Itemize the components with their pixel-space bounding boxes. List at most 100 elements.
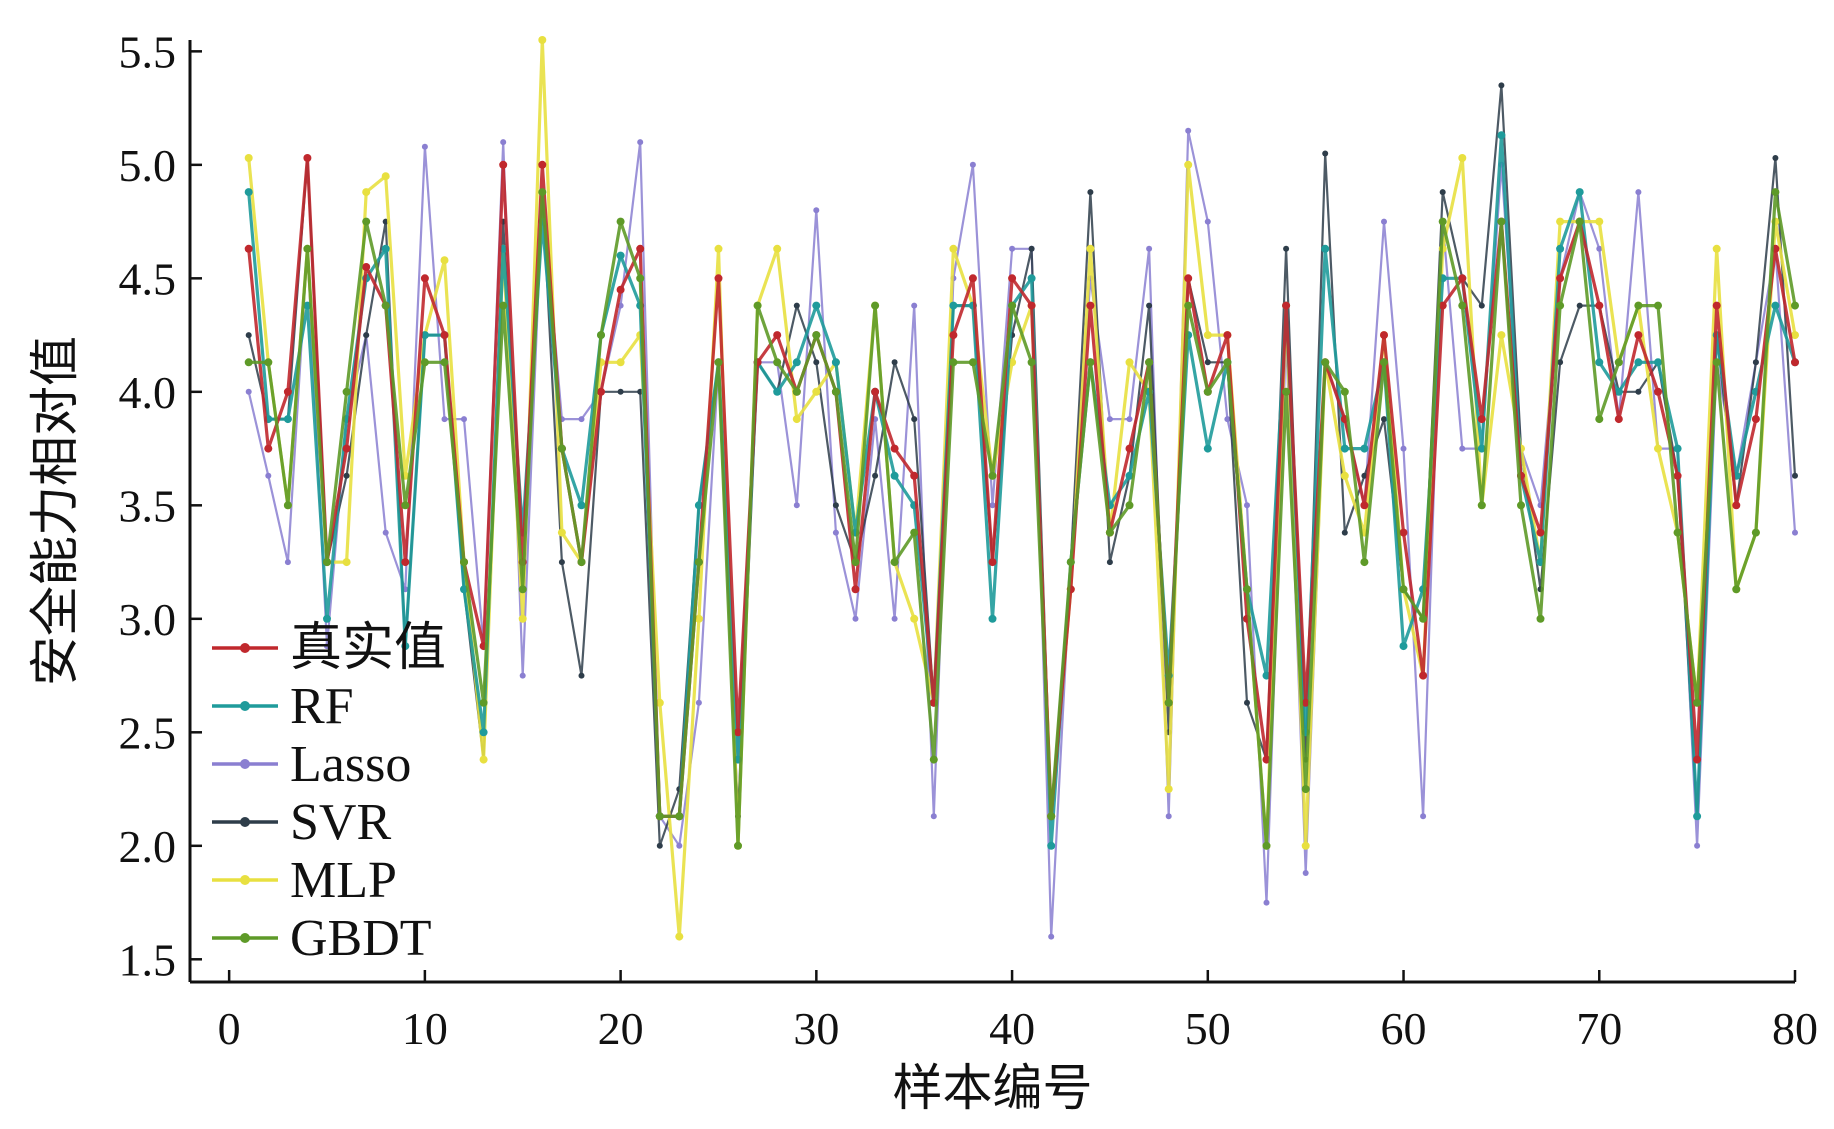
data-point — [1458, 301, 1467, 310]
data-point — [440, 256, 449, 265]
data-point — [538, 188, 547, 197]
data-point — [1576, 302, 1583, 309]
data-point — [852, 615, 859, 622]
data-point — [871, 301, 880, 310]
data-point — [460, 558, 468, 567]
data-point — [363, 332, 370, 339]
data-point — [362, 188, 371, 197]
data-point — [1438, 301, 1447, 310]
data-point — [832, 529, 839, 536]
legend-label: SVR — [290, 794, 391, 851]
legend-label: Lasso — [290, 736, 411, 793]
series-3 — [245, 127, 1798, 940]
y-tick-label: 1.5 — [119, 934, 177, 985]
data-point — [420, 358, 429, 367]
data-point — [1047, 812, 1056, 821]
data-point — [675, 932, 684, 941]
legend-item: GBDT — [212, 910, 432, 967]
data-point — [245, 388, 252, 395]
data-point — [1341, 529, 1348, 536]
legend-marker — [240, 759, 250, 769]
data-point — [1027, 301, 1036, 310]
data-point — [1791, 358, 1799, 367]
data-point — [244, 154, 253, 162]
data-point — [1224, 416, 1231, 423]
data-point — [1575, 217, 1584, 226]
data-point — [1027, 358, 1036, 367]
y-tick-label: 4.0 — [119, 367, 177, 418]
series-line — [247, 129, 1797, 938]
data-point — [1164, 698, 1173, 707]
data-point — [519, 672, 526, 679]
data-point — [1066, 558, 1075, 567]
legend-label: 真实值 — [290, 620, 446, 677]
legend-marker — [240, 933, 250, 943]
data-point — [910, 614, 919, 623]
x-tick-label: 50 — [1185, 1003, 1231, 1054]
data-point — [773, 331, 782, 340]
legend-item: 真实值 — [212, 620, 446, 677]
data-point — [832, 502, 839, 509]
data-point — [616, 358, 625, 367]
data-point — [578, 416, 585, 423]
data-point — [851, 585, 860, 594]
data-point — [891, 615, 898, 622]
data-point — [1556, 274, 1565, 283]
data-point — [637, 139, 644, 146]
data-point — [1751, 415, 1760, 424]
data-point — [401, 558, 410, 567]
data-point — [1497, 217, 1506, 226]
data-point — [284, 559, 291, 566]
y-tick-label: 2.0 — [119, 821, 177, 872]
data-point — [773, 387, 782, 396]
data-point — [362, 263, 371, 271]
data-point — [1086, 244, 1095, 253]
data-point — [1302, 870, 1309, 876]
series-line — [248, 190, 1797, 848]
data-point — [1712, 358, 1721, 367]
data-point — [1008, 301, 1017, 310]
data-point — [1048, 933, 1055, 940]
data-point — [323, 558, 331, 567]
data-point — [283, 415, 292, 424]
data-point — [1126, 416, 1133, 423]
data-point — [1340, 471, 1349, 480]
data-point — [1596, 245, 1603, 252]
data-point — [1027, 274, 1036, 283]
data-point — [988, 471, 997, 480]
series-5 — [244, 36, 1799, 941]
series-line — [247, 38, 1797, 939]
data-point — [872, 472, 879, 479]
data-point — [1047, 841, 1056, 850]
data-point — [694, 501, 703, 510]
data-point — [1654, 358, 1662, 367]
data-point — [1792, 472, 1798, 479]
data-point — [949, 244, 958, 253]
data-point — [1693, 755, 1702, 764]
data-point — [616, 217, 625, 226]
data-point — [714, 274, 723, 283]
x-tick-label: 0 — [218, 1003, 241, 1054]
data-point — [1673, 528, 1682, 537]
data-point — [636, 244, 645, 253]
data-point — [793, 502, 800, 509]
data-point — [1634, 358, 1643, 367]
data-point — [929, 755, 938, 764]
data-point — [1536, 614, 1545, 623]
data-point — [461, 416, 467, 423]
data-point — [1087, 189, 1094, 196]
data-point — [1028, 245, 1035, 252]
data-point — [1792, 529, 1798, 536]
data-point — [577, 501, 586, 510]
data-point — [1712, 301, 1721, 310]
data-point — [1399, 585, 1408, 594]
series-2 — [244, 131, 1799, 850]
data-point — [1301, 785, 1310, 794]
data-point — [792, 387, 801, 396]
legend-label: GBDT — [290, 910, 432, 967]
data-point — [1635, 189, 1642, 196]
data-point — [949, 358, 958, 367]
data-point — [1634, 331, 1643, 340]
data-point — [479, 755, 488, 764]
data-point — [753, 301, 762, 310]
